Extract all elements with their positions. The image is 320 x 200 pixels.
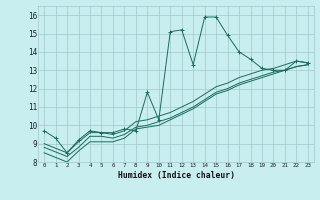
X-axis label: Humidex (Indice chaleur): Humidex (Indice chaleur) — [117, 171, 235, 180]
